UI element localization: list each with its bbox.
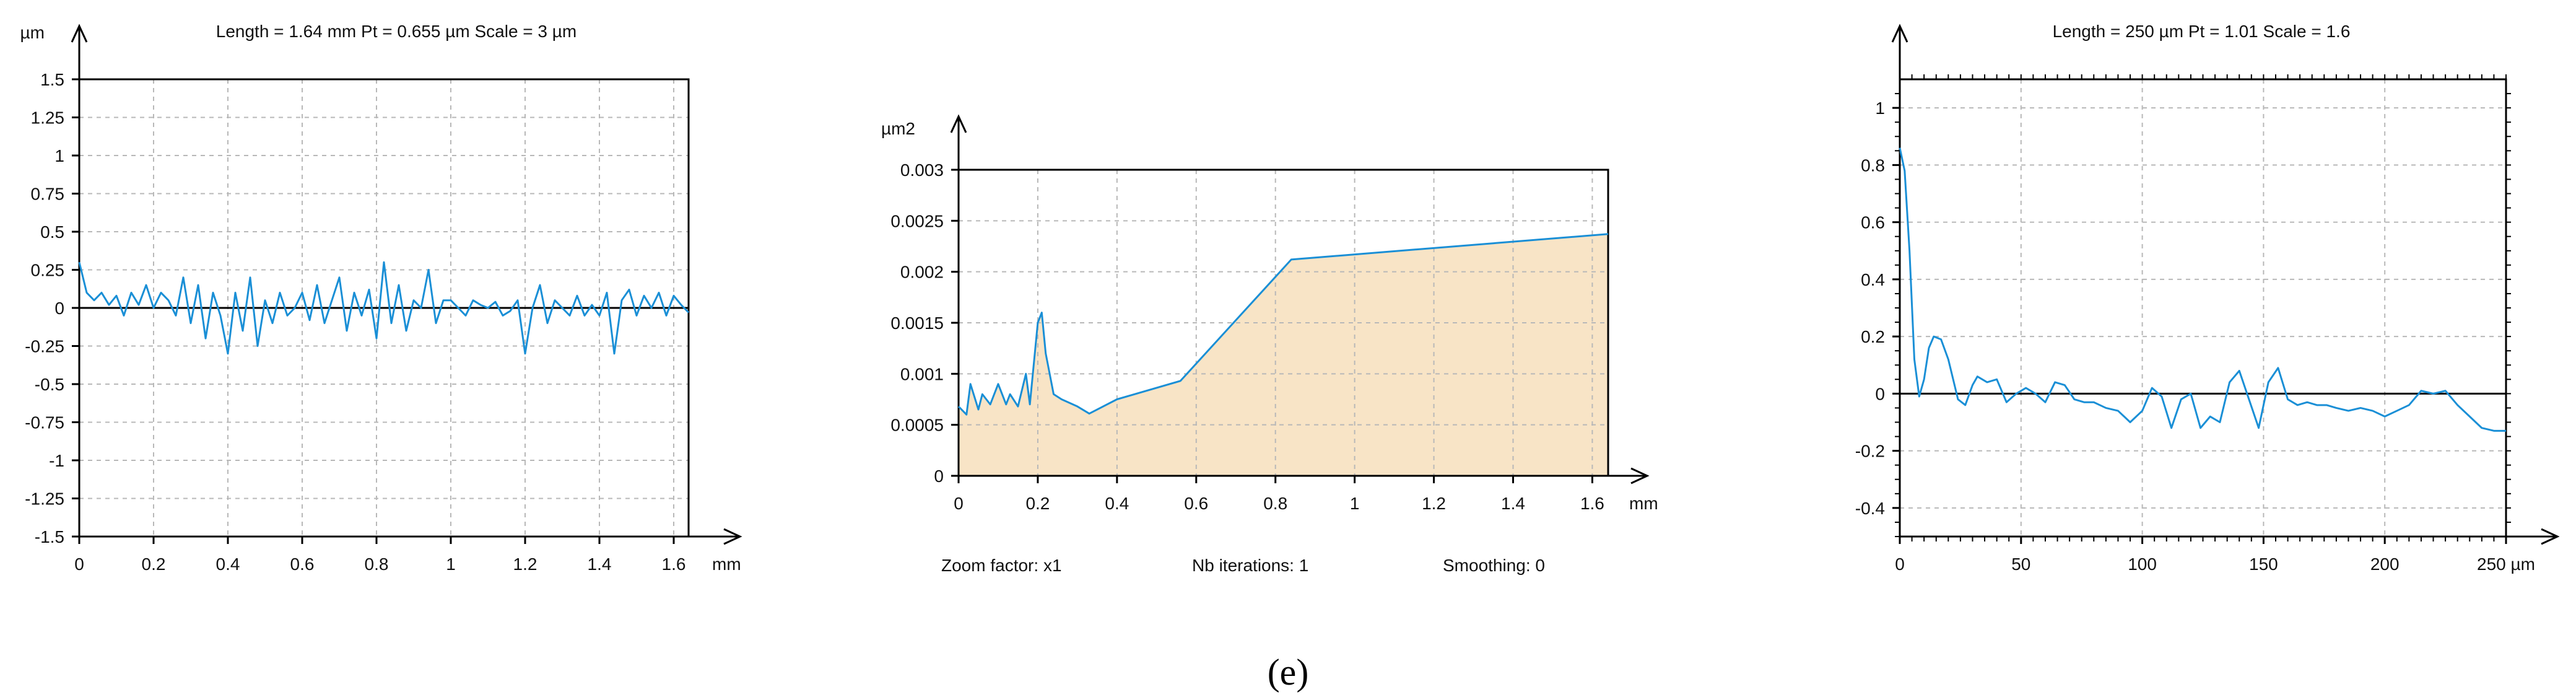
x-tick-label: 1.6 (1580, 494, 1604, 513)
x-tick-label: 150 (2249, 555, 2278, 574)
x-tick-label: 200 (2370, 555, 2400, 574)
y-tick-label: 0.002 (900, 263, 944, 282)
x-tick-label: 0.8 (1263, 494, 1287, 513)
y-axis-arrow (950, 114, 967, 133)
y-axis-arrow (71, 24, 88, 43)
x-tick-label: 0.2 (1025, 494, 1050, 513)
y-tick-label: -0.2 (1855, 442, 1885, 461)
y-tick-label: 0.4 (1861, 270, 1885, 289)
y-axis-label: µm (20, 23, 45, 42)
y-axis-arrow (1891, 24, 1908, 43)
figure-caption: (e) (1268, 652, 1309, 693)
chart-footer-item: Smoothing: 0 (1443, 556, 1545, 575)
y-tick-label: 0.75 (31, 185, 65, 204)
y-tick-label: 0.5 (40, 222, 64, 242)
x-tick-label: 0.8 (365, 555, 389, 574)
y-tick-label: 0.0015 (890, 313, 944, 333)
data-series-line (78, 261, 690, 355)
x-tick-label: 1.6 (662, 555, 686, 574)
x-tick-label: 0 (74, 555, 84, 574)
plot-frame (1899, 78, 2507, 538)
y-tick-label: 0.2 (1861, 327, 1885, 346)
x-tick-label: 100 (2128, 555, 2157, 574)
x-tick-label: 50 (2011, 555, 2030, 574)
y-tick-label: 0.6 (1861, 213, 1885, 232)
x-axis-arrow (723, 528, 742, 545)
x-tick-label: 250 µm (2477, 555, 2535, 574)
x-tick-label: 0.4 (1105, 494, 1129, 513)
y-tick-label: -1.5 (35, 527, 64, 546)
y-axis-label: µm2 (881, 119, 915, 138)
x-tick-label: 1 (1350, 494, 1360, 513)
y-tick-label: 0.001 (900, 364, 944, 384)
y-tick-label: 0 (54, 299, 64, 318)
y-tick-label: -0.75 (25, 413, 64, 432)
x-tick-label: 0 (954, 494, 964, 513)
x-tick-label: 0.2 (142, 555, 166, 574)
x-axis-label: mm (712, 555, 741, 574)
chart-header: Length = 1.64 mm Pt = 0.655 µm Scale = 3… (216, 22, 577, 41)
x-tick-label: 1.2 (513, 555, 537, 574)
y-tick-label: 1 (54, 146, 64, 165)
chart-footer-item: Zoom factor: x1 (941, 556, 1062, 575)
x-axis-arrow (2541, 528, 2560, 545)
y-tick-label: -1.25 (25, 489, 64, 509)
x-axis-label: mm (1629, 494, 1658, 513)
y-tick-label: 0.003 (900, 160, 944, 180)
x-tick-label: 1.4 (588, 555, 612, 574)
x-tick-label: 0 (1895, 555, 1905, 574)
y-tick-label: 0.25 (31, 261, 65, 280)
x-tick-label: 0.4 (216, 555, 240, 574)
y-tick-label: -0.5 (35, 375, 64, 394)
y-tick-label: 0 (934, 467, 944, 486)
y-tick-label: -1 (49, 451, 64, 470)
data-series-line (957, 233, 1609, 416)
x-tick-label: 1 (446, 555, 456, 574)
data-series-line (1899, 147, 2506, 432)
chart-footer-item: Nb iterations: 1 (1192, 556, 1308, 575)
x-tick-label: 1.4 (1501, 494, 1525, 513)
y-tick-label: 0 (1875, 384, 1885, 403)
y-tick-label: 1 (1875, 99, 1885, 118)
x-tick-label: 0.6 (290, 555, 315, 574)
y-tick-label: -0.4 (1855, 499, 1885, 518)
y-tick-label: 1.25 (31, 108, 65, 128)
x-axis-arrow (1630, 467, 1650, 484)
y-tick-label: 1.5 (40, 70, 64, 89)
area-fill (959, 234, 1608, 476)
chart-header: Length = 250 µm Pt = 1.01 Scale = 1.6 (2053, 22, 2351, 41)
y-tick-label: 0.0005 (890, 416, 944, 435)
y-tick-label: 0.0025 (890, 211, 944, 230)
x-tick-label: 1.2 (1422, 494, 1446, 513)
x-tick-label: 0.6 (1184, 494, 1208, 513)
y-tick-label: 0.8 (1861, 156, 1885, 175)
y-tick-label: -0.25 (25, 337, 64, 356)
